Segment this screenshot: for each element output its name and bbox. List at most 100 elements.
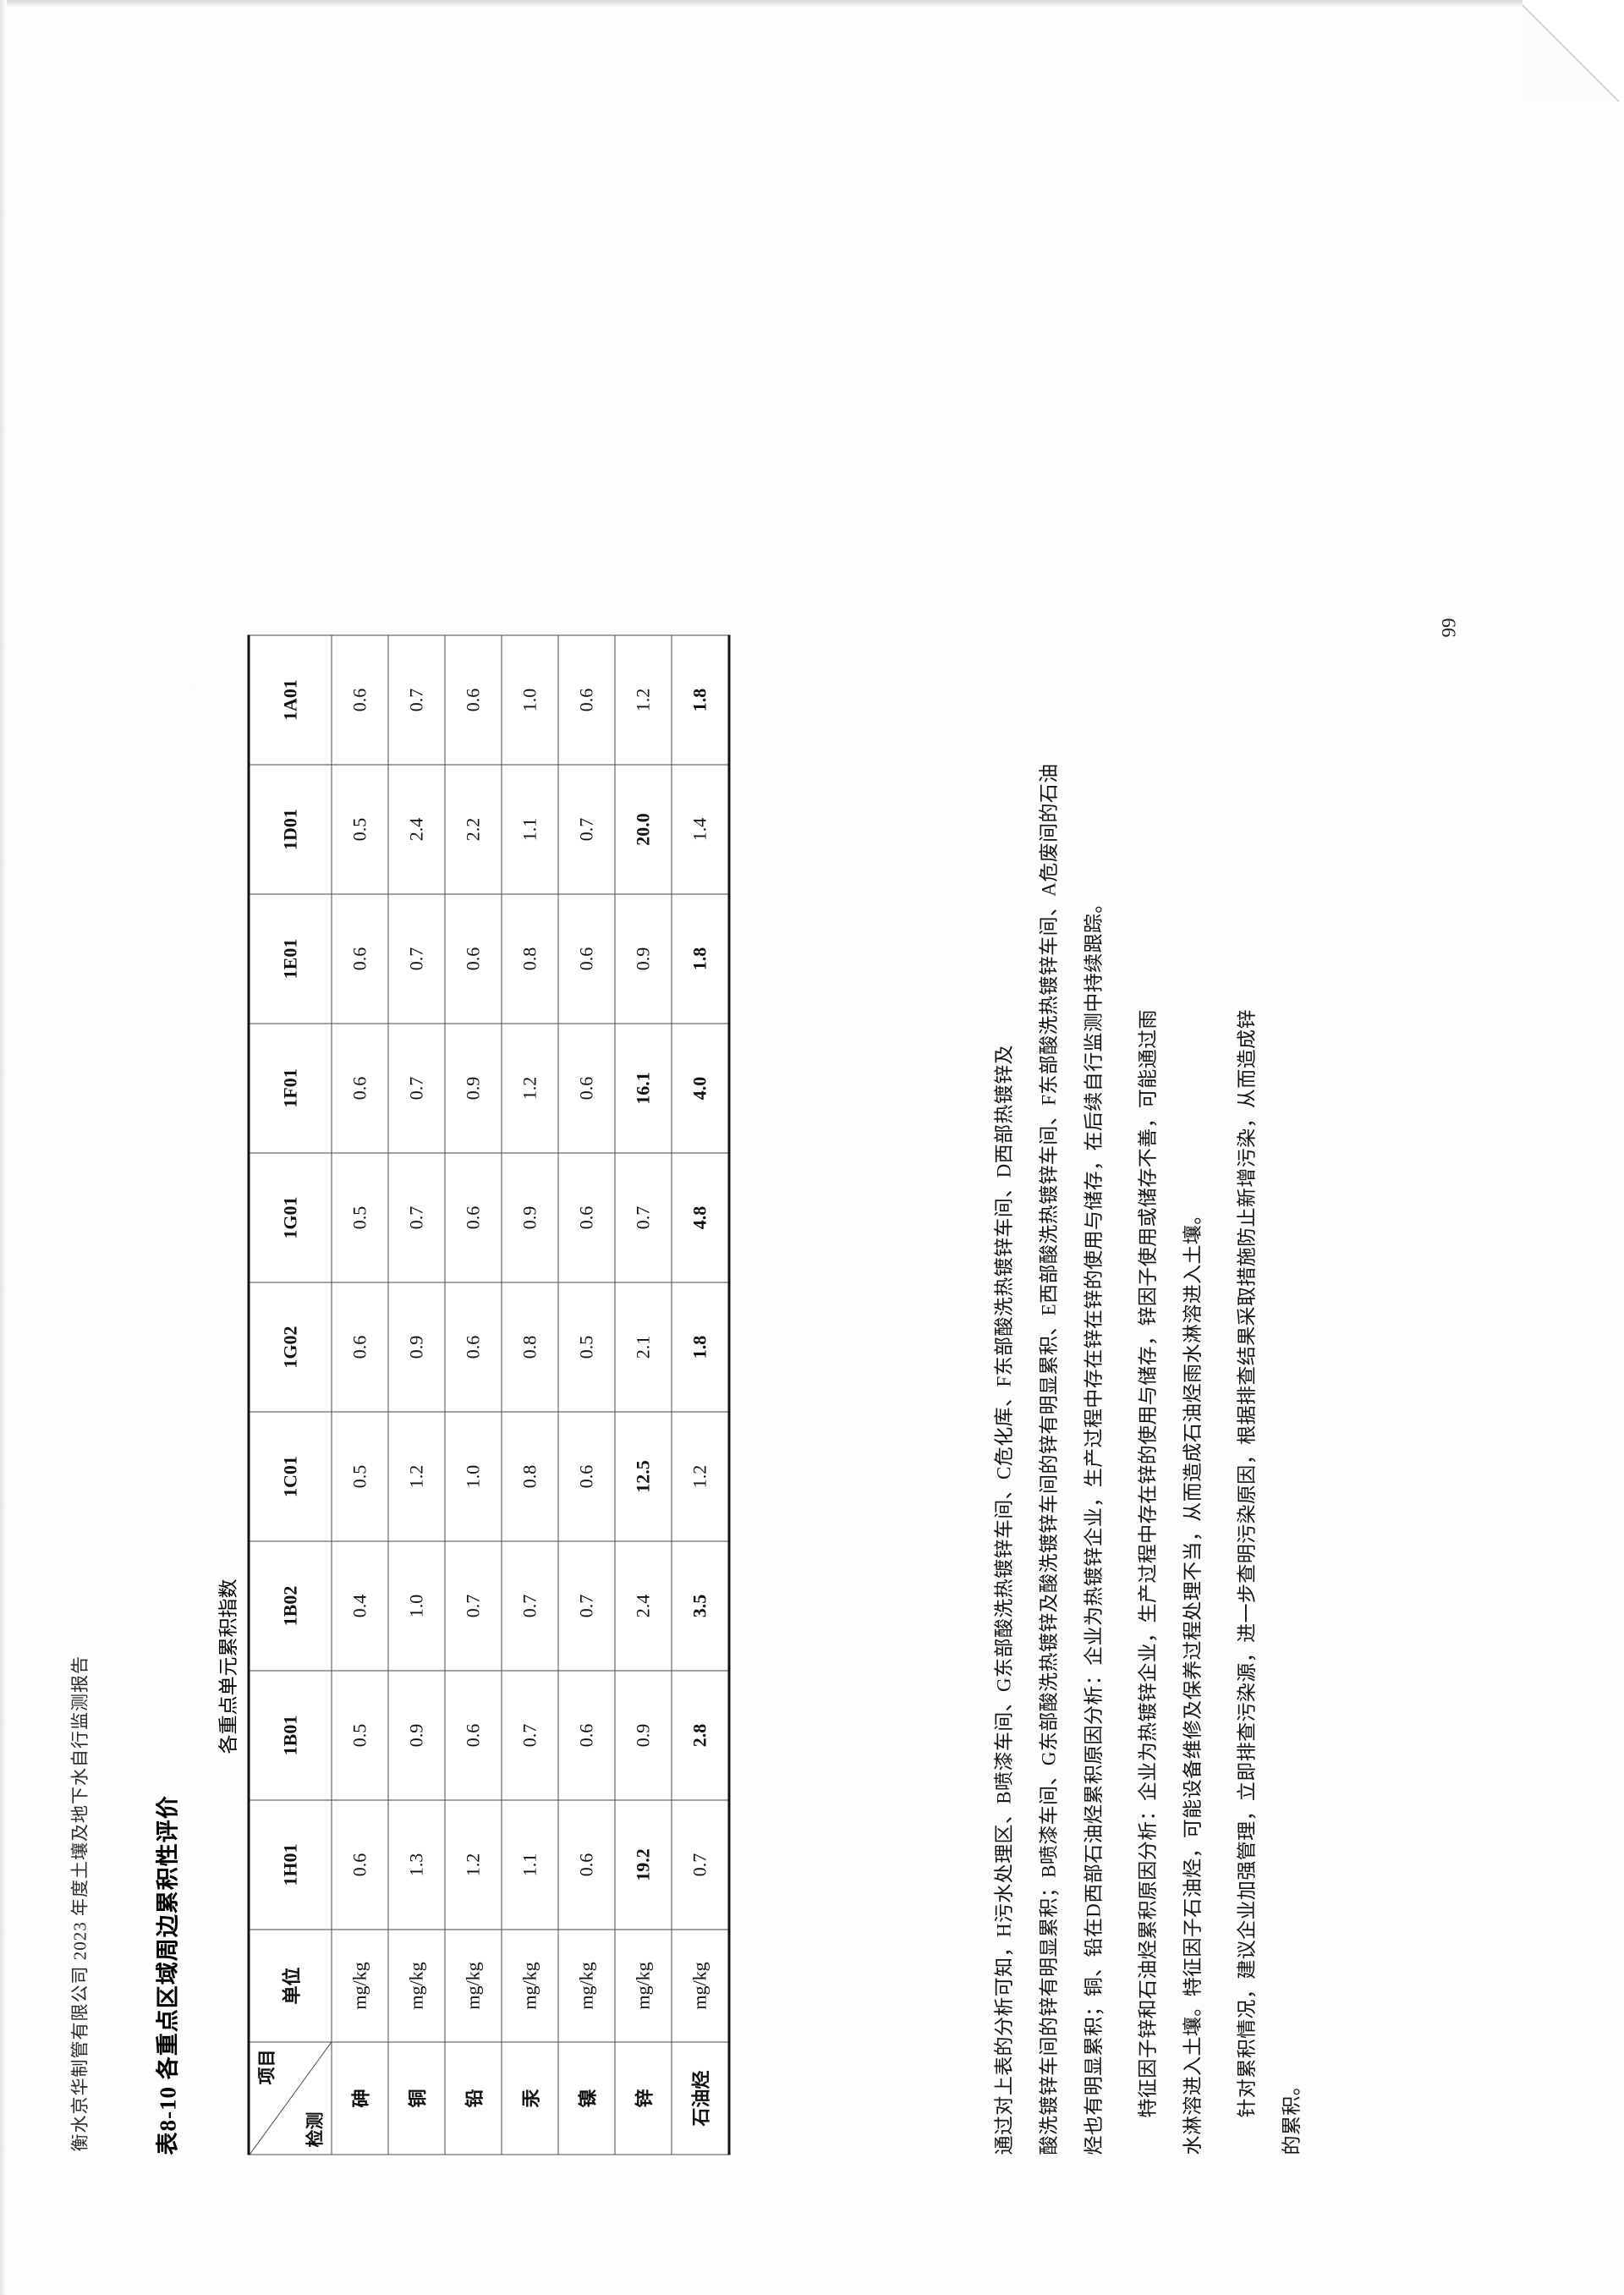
table-cell: 1.8 — [671, 1282, 729, 1412]
row-unit: mg/kg — [501, 1929, 558, 2042]
table-cell: 1.4 — [671, 764, 729, 894]
corner-header-item-label2: 项目 — [256, 2049, 277, 2084]
table-cell: 0.6 — [444, 893, 502, 1024]
table-cell: 0.8 — [501, 1411, 558, 1541]
table-cell: 0.6 — [557, 1799, 615, 1930]
table-title: 表8-10 各重点区域周边累积性评价 — [155, 1794, 180, 2155]
table-cell: 0.7 — [501, 1670, 558, 1800]
header-col-3: 1C01 — [248, 1411, 332, 1541]
row-header-item: 铅 — [444, 2041, 502, 2155]
table-cell: 0.7 — [387, 1152, 445, 1282]
table-cell: 0.7 — [501, 1540, 558, 1671]
table-cell: 20.0 — [614, 764, 672, 894]
page-corner-fold — [1522, 0, 1624, 102]
table-cell: 0.6 — [557, 1152, 615, 1282]
table-cell: 0.8 — [501, 893, 558, 1024]
row-header-item: 镍 — [557, 2041, 615, 2155]
corner-header-split: 检测 项目 — [250, 2042, 331, 2154]
header-col-9: 1A01 — [248, 634, 332, 765]
table-cell: 0.6 — [444, 1282, 502, 1412]
header-col-5: 1G01 — [248, 1152, 332, 1282]
header-col-2: 1B02 — [248, 1540, 332, 1671]
table-cell: 1.2 — [671, 1411, 729, 1541]
table-cell: 1.1 — [501, 764, 558, 894]
row-unit: mg/kg — [331, 1929, 388, 2042]
table-cell: 0.6 — [444, 1670, 502, 1800]
table-cell: 0.9 — [444, 1023, 502, 1153]
table-cell: 2.1 — [614, 1282, 672, 1412]
table-cell: 0.7 — [614, 1152, 672, 1282]
row-unit: mg/kg — [444, 1929, 502, 2042]
table-cell: 1.2 — [444, 1799, 502, 1930]
accumulation-index-table: 检测 项目 单位 1H01 1B01 1B02 1C01 1G02 1G01 1… — [247, 634, 730, 2155]
body-paragraph-6: 针对累积情况，建议企业加强管理，立即排查污染源，进一步查明污染原因，根据排查结果… — [1236, 1008, 1257, 2117]
table-cell: 0.6 — [331, 1023, 388, 1153]
body-paragraph-1: 通过对上表的分析可知，H污水处理区、B喷漆车间、G东部酸洗热镀锌车间、C危化库、… — [993, 1044, 1014, 2155]
page-number: 99 — [1438, 618, 1459, 637]
header-col-0: 1H01 — [248, 1799, 332, 1930]
table-cell: 16.1 — [614, 1023, 672, 1153]
table-cell: 0.8 — [501, 1282, 558, 1412]
row-unit: mg/kg — [614, 1929, 672, 2042]
table-cell: 0.9 — [387, 1282, 445, 1412]
row-header-item: 石油烃 — [671, 2041, 729, 2155]
table-cell: 1.2 — [387, 1411, 445, 1541]
table-cell: 1.8 — [671, 893, 729, 1024]
table-cell: 0.6 — [557, 1023, 615, 1153]
table-cell: 12.5 — [614, 1411, 672, 1541]
table-cell: 0.6 — [331, 893, 388, 1024]
corner-header-item-label: 检测 — [304, 2111, 325, 2147]
row-unit: mg/kg — [387, 1929, 445, 2042]
table-cell: 1.1 — [501, 1799, 558, 1930]
table-cell: 0.5 — [331, 1670, 388, 1800]
table-cell: 1.2 — [501, 1023, 558, 1153]
table-cell: 0.6 — [331, 634, 388, 765]
body-paragraph-3: 烃也有明显累积；铜、铅在D西部石油烃累积原因分析：企业为热镀锌企业，生产过程中存… — [1083, 892, 1104, 2155]
table-cell: 1.0 — [387, 1540, 445, 1671]
table-cell: 0.6 — [557, 634, 615, 765]
table-cell: 0.6 — [331, 1282, 388, 1412]
header-col-4: 1G02 — [248, 1282, 332, 1412]
table-cell: 1.0 — [501, 634, 558, 765]
header-col-8: 1D01 — [248, 764, 332, 894]
table-cell: 0.5 — [331, 764, 388, 894]
table-row: 汞 mg/kg 1.1 0.7 0.7 0.8 0.8 0.9 1.2 0.8 1.1 1.0 — [501, 634, 558, 2155]
table-cell: 0.7 — [557, 1540, 615, 1671]
table-cell: 0.6 — [557, 1411, 615, 1541]
table-cell: 0.9 — [387, 1670, 445, 1800]
body-paragraph-4: 特征因子锌和石油烃累积原因分析：企业为热镀锌企业，生产过程中存在锌的使用与储存，… — [1137, 1008, 1158, 2117]
row-unit: mg/kg — [557, 1929, 615, 2042]
table-cell: 0.9 — [501, 1152, 558, 1282]
body-paragraph-2: 酸洗镀锌车间的锌有明显累积；B喷漆车间、G东部酸洗热镀锌及酸洗镀锌车间的锌有明显… — [1038, 762, 1059, 2155]
diagonal-divider-icon — [250, 2042, 331, 2154]
table-cell: 0.6 — [557, 893, 615, 1024]
table-cell: 0.5 — [331, 1152, 388, 1282]
row-header-item: 铜 — [387, 2041, 445, 2155]
table-cell: 0.7 — [444, 1540, 502, 1671]
row-unit: mg/kg — [671, 1929, 729, 2042]
corner-header-item: 检测 项目 — [248, 2041, 332, 2155]
table-cell: 0.7 — [387, 1023, 445, 1153]
row-header-item: 锌 — [614, 2041, 672, 2155]
table-cell: 1.2 — [614, 634, 672, 765]
table-row: 砷 mg/kg 0.6 0.5 0.4 0.5 0.6 0.5 0.6 0.6 0.5 0.6 — [331, 634, 388, 2155]
table-row: 锌 mg/kg 19.2 0.9 2.4 12.5 2.1 0.7 16.1 0.9 20.0 1.2 — [614, 634, 672, 2155]
table-cell: 0.9 — [614, 893, 672, 1024]
body-paragraph-5: 水淋溶进入土壤。特征因子石油烃，可能设备维修及保养过程处理不当，从而造成石油烃雨… — [1182, 1204, 1203, 2155]
table-unit-caption: 各重点单元累积指数 — [217, 1578, 239, 1754]
table-cell: 0.7 — [557, 764, 615, 894]
header-col-7: 1E01 — [248, 893, 332, 1024]
table-cell: 0.6 — [331, 1799, 388, 1930]
table-cell: 0.6 — [444, 634, 502, 765]
table-cell: 3.5 — [671, 1540, 729, 1671]
table-cell: 0.6 — [557, 1670, 615, 1800]
scan-edge-top — [0, 0, 1624, 8]
table-header-row: 检测 项目 单位 1H01 1B01 1B02 1C01 1G02 1G01 1… — [248, 634, 332, 2155]
running-header: 衡水京华制管有限公司 2023 年度土壤及地下水自行监测报告 — [69, 1655, 90, 2152]
table-row: 石油烃 mg/kg 0.7 2.8 3.5 1.2 1.8 4.8 4.0 1.8 1.4 1.8 — [671, 634, 729, 2155]
table-head: 检测 项目 单位 1H01 1B01 1B02 1C01 1G02 1G01 1… — [248, 634, 332, 2155]
table-cell: 0.7 — [671, 1799, 729, 1930]
